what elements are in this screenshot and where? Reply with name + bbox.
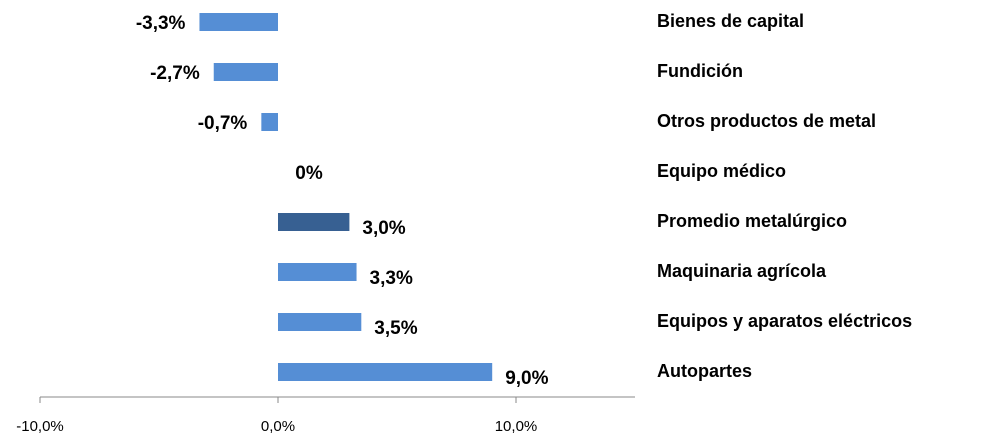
- category-label: Equipos y aparatos eléctricos: [657, 311, 912, 331]
- bar: [199, 13, 278, 31]
- category-label: Fundición: [657, 61, 743, 81]
- bar: [278, 313, 362, 331]
- data-label: -0,7%: [198, 113, 248, 134]
- bar: [213, 63, 278, 81]
- category-label: Bienes de capital: [657, 11, 804, 31]
- category-label: Maquinaria agrícola: [657, 261, 827, 281]
- data-label: 3,0%: [362, 218, 405, 239]
- data-label: 3,5%: [374, 318, 417, 339]
- x-tick-label: -10,0%: [16, 418, 64, 435]
- category-label: Otros productos de metal: [657, 111, 876, 131]
- bar: [278, 363, 493, 381]
- category-label: Equipo médico: [657, 161, 786, 181]
- category-label: Autopartes: [657, 361, 752, 381]
- data-label: 9,0%: [505, 368, 548, 389]
- data-label: 3,3%: [370, 268, 413, 289]
- data-label: -3,3%: [136, 13, 186, 34]
- x-tick-label: 10,0%: [495, 418, 538, 435]
- data-label: 0%: [295, 163, 323, 184]
- x-tick-label: 0,0%: [261, 418, 295, 435]
- category-label: Promedio metalúrgico: [657, 211, 847, 231]
- bar: [278, 263, 357, 281]
- bar: [278, 213, 350, 231]
- bar: [261, 113, 278, 131]
- data-label: -2,7%: [150, 63, 200, 84]
